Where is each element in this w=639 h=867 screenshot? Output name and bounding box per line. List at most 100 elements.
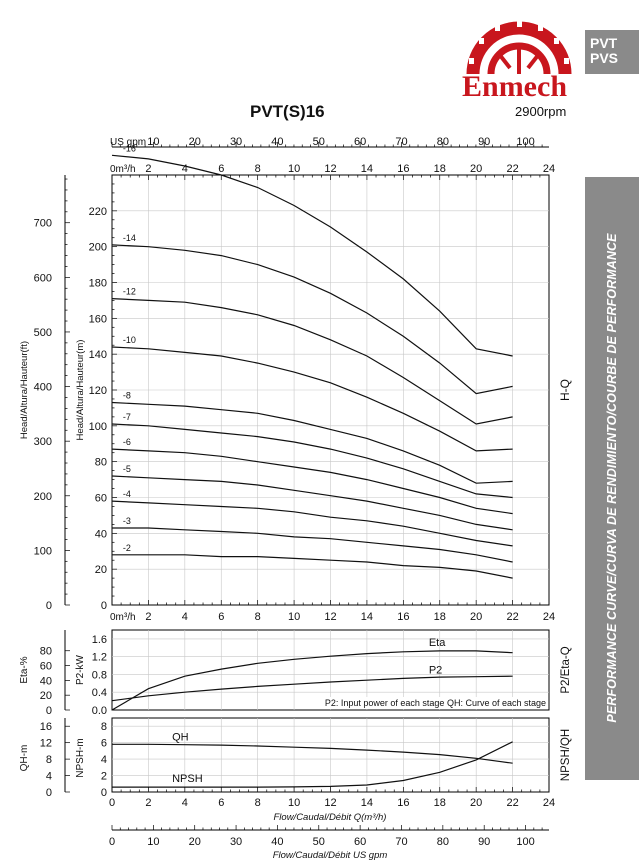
q-tick-label-top: 2: [145, 163, 151, 175]
m-tick-label: 40: [95, 528, 107, 540]
ft-tick-label: 400: [34, 382, 52, 394]
gpm-tick-label: 70: [395, 136, 407, 148]
m-tick-label: 140: [89, 349, 107, 361]
series-tag-line2: PVS: [590, 50, 619, 66]
gpm-tick-label: 40: [271, 136, 283, 148]
m-tick-label: 220: [89, 206, 107, 218]
q-tick-label-top: 16: [397, 163, 409, 175]
q-tick-label-top: 6: [218, 163, 224, 175]
m-tick-label: 100: [89, 421, 107, 433]
qh-tick-label: 12: [40, 738, 52, 750]
hq-curve: [111, 154, 513, 357]
q-tick-label-top: 24: [543, 163, 555, 175]
hq-curve-label: -6: [123, 437, 131, 447]
hq-curve-label: -16: [123, 143, 136, 153]
p2-note-bg: [318, 697, 548, 709]
npsh-tick-label: 2: [101, 771, 107, 783]
qh-curve-label: QH: [172, 731, 189, 743]
q-tick-label-top: 12: [324, 163, 336, 175]
hq-curve: [111, 401, 513, 484]
gpm-tick-label-bottom: 70: [395, 836, 407, 848]
series-tag-line1: PVT: [590, 35, 618, 51]
hq-section-label: H-Q: [558, 379, 572, 401]
qh-curve: [112, 743, 513, 764]
hq-curve-label: -14: [123, 233, 136, 243]
npsh-tick-label: 8: [101, 721, 107, 733]
m-tick-label: 0: [101, 600, 107, 612]
qh-tick-label: 4: [46, 771, 52, 783]
ft-tick-label: 0: [46, 600, 52, 612]
sidebar-caption: PERFORMANCE CURVE/CURVA DE RENDIMIENTO/C…: [605, 233, 619, 723]
m-tick-label: 200: [89, 242, 107, 254]
qh-tick-label: 8: [46, 754, 52, 766]
q-tick-label-bottom-axis: 2: [145, 797, 151, 809]
npsh-tick-label: 6: [101, 738, 107, 750]
q-tick-label-bottom-axis: 4: [182, 797, 188, 809]
q-tick-label-bottom: 2: [145, 611, 151, 623]
gpm-tick-label-bottom: 100: [516, 836, 534, 848]
kw-tick-label: 0.4: [92, 687, 107, 699]
gpm-tick-label: 100: [516, 136, 534, 148]
ft-tick-label: 100: [34, 545, 52, 557]
m-tick-label: 60: [95, 493, 107, 505]
q-tick-label-bottom-axis: 20: [470, 797, 482, 809]
q-tick-label-bottom-axis: 22: [506, 797, 518, 809]
gpm-tick-label: 10: [147, 136, 159, 148]
q-tick-label-bottom: 10: [288, 611, 300, 623]
m-axis-label: Head/Altura/Hauteur(m): [75, 340, 86, 441]
hq-curve: [111, 475, 513, 531]
hq-curve: [111, 423, 513, 499]
hq-curve: [111, 346, 513, 452]
qh-tick-label: 16: [40, 721, 52, 733]
hq-curve-label: -3: [123, 516, 131, 526]
q-axis-label: Flow/Caudal/Débit Q(m³/h): [274, 812, 387, 823]
gpm-tick-label: 30: [230, 136, 242, 148]
gpm-axis-label: Flow/Caudal/Débit US gpm: [273, 850, 388, 861]
qh-tick-label: 0: [46, 787, 52, 799]
brand-name: Enmech: [462, 70, 567, 103]
q-axis-unit-bottom: 0m³/h: [110, 612, 136, 623]
eta-tick-label: 20: [40, 690, 52, 702]
q-tick-label-top: 20: [470, 163, 482, 175]
npsh-tick-label: 0: [101, 787, 107, 799]
q-tick-label-top: 10: [288, 163, 300, 175]
eta-curve: [111, 650, 513, 711]
kw-tick-label: 0.0: [92, 705, 107, 717]
eta-tick-label: 0: [46, 705, 52, 717]
series-tag: PVT PVS: [585, 30, 639, 74]
gpm-tick-label-bottom: 50: [313, 836, 325, 848]
q-tick-label-top: 14: [361, 163, 373, 175]
gpm-tick-label-bottom: 60: [354, 836, 366, 848]
p2-section-label: P2/Eta-Q: [560, 646, 572, 693]
npsh-tick-label: 4: [101, 754, 107, 766]
kw-tick-label: 1.2: [92, 652, 107, 664]
gpm-tick-label: 60: [354, 136, 366, 148]
q-tick-label-bottom: 20: [470, 611, 482, 623]
q-tick-label-bottom-axis: 14: [361, 797, 373, 809]
q-tick-label-bottom-axis: 8: [255, 797, 261, 809]
hq-curve: [111, 500, 513, 547]
npsh-section-label: NPSH/QH: [560, 729, 572, 781]
m-tick-label: 120: [89, 385, 107, 397]
m-tick-label: 20: [95, 564, 107, 576]
gpm-tick-label-bottom: 30: [230, 836, 242, 848]
q-tick-label-bottom-axis: 10: [288, 797, 300, 809]
q-tick-label-bottom-axis: 24: [543, 797, 555, 809]
m-tick-label: 180: [89, 278, 107, 290]
gpm-tick-label: 90: [478, 136, 490, 148]
hq-curve: [111, 244, 513, 395]
q-tick-label-bottom-axis: 6: [218, 797, 224, 809]
eta-tick-label: 40: [40, 675, 52, 687]
gpm-tick-label-bottom: 20: [189, 836, 201, 848]
qh-axis-label: QH-m: [19, 745, 30, 772]
ft-tick-label: 600: [34, 272, 52, 284]
p2-curve: [111, 675, 513, 702]
m-tick-label: 160: [89, 313, 107, 325]
q-tick-label-bottom-axis: 16: [397, 797, 409, 809]
eta-curve-label: Eta: [429, 637, 446, 649]
q-tick-label-bottom: 14: [361, 611, 373, 623]
hq-curve-label: -7: [123, 412, 131, 422]
logo-arch-icon: [466, 21, 572, 75]
hq-curve-label: -5: [123, 464, 131, 474]
